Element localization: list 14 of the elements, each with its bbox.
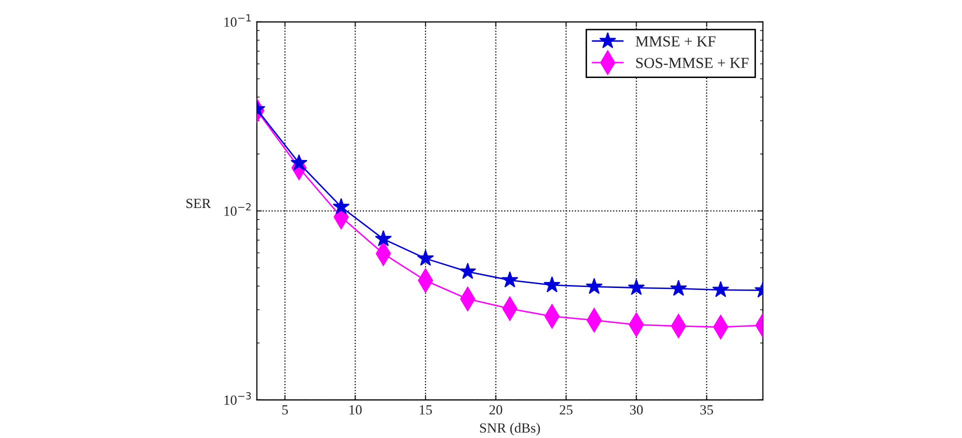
y-tick-label: 10$^{−2}$ bbox=[224, 203, 251, 216]
x-tick-label: 25 bbox=[560, 405, 572, 415]
x-tick-label: 35 bbox=[700, 405, 714, 415]
x-tick-label: 5 bbox=[282, 405, 288, 415]
x-tick-label: 15 bbox=[420, 405, 432, 415]
y-tick-label: 10$^{−3}$ bbox=[224, 392, 251, 405]
x-tick-label: 30 bbox=[630, 405, 643, 415]
x-tick-label: 10 bbox=[350, 405, 362, 415]
y-tick-label: 10$^{−1}$ bbox=[224, 14, 251, 27]
x-tick-label: 20 bbox=[489, 405, 502, 415]
legend-label: SOS-MMSE + KF bbox=[636, 58, 749, 68]
x-axis-title: SNR (dBs) bbox=[480, 422, 540, 436]
y-axis-title: SER bbox=[186, 198, 211, 208]
legend-label: MMSE + KF bbox=[636, 36, 716, 46]
